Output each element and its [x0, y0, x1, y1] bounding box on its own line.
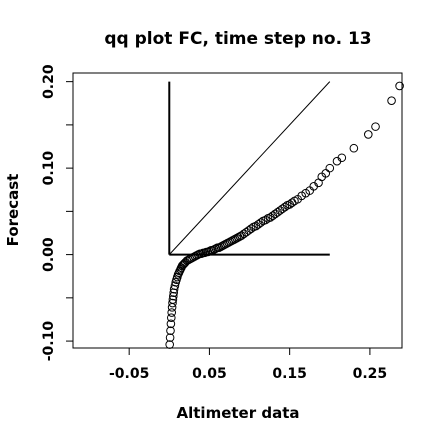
y-tick-label: 0.10 [41, 151, 57, 186]
data-point [387, 96, 396, 105]
data-point [165, 333, 175, 342]
data-point [169, 291, 178, 301]
data-point [167, 308, 176, 317]
data-point [170, 281, 180, 291]
data-point [169, 288, 179, 297]
y-tick-label: 0.20 [41, 64, 57, 99]
data-point [349, 143, 359, 153]
data-point [193, 250, 203, 259]
reference-line-identity [168, 81, 331, 255]
x-tick-label: -0.05 [109, 366, 149, 382]
data-point [280, 202, 290, 212]
data-point [363, 130, 373, 139]
x-axis-label: Altimeter data [177, 404, 300, 422]
data-point [325, 163, 335, 173]
data-point [246, 224, 256, 233]
x-tick-label: 0.25 [353, 366, 388, 382]
data-point [166, 313, 176, 323]
y-tick-label: -0.10 [41, 321, 57, 362]
data-point [168, 295, 178, 304]
x-axis: -0.05 0.05 0.15 0.25 [109, 348, 387, 382]
plot-frame [72, 72, 403, 349]
data-point [395, 81, 404, 91]
data-point [261, 215, 270, 225]
y-tick-label: 0.00 [41, 237, 57, 272]
data-point [168, 298, 177, 308]
reference-lines [168, 81, 331, 256]
data-point [166, 319, 176, 329]
y-axis: -0.10 0.00 0.10 0.20 [41, 64, 73, 361]
data-point [166, 326, 175, 336]
x-tick-label: 0.15 [272, 366, 307, 382]
y-axis-label: Forecast [4, 174, 22, 247]
data-point [197, 249, 206, 259]
chart-title: qq plot FC, time step no. 13 [104, 29, 371, 49]
data-points [165, 81, 404, 349]
data-point [371, 122, 380, 131]
data-point [165, 340, 174, 349]
data-point [337, 153, 347, 163]
x-tick-label: 0.05 [192, 366, 227, 382]
data-point [256, 218, 266, 227]
